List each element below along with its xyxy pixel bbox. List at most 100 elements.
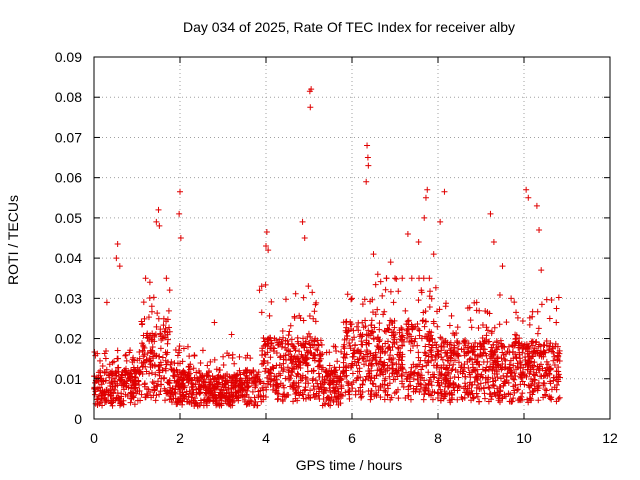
data-point	[526, 346, 533, 353]
data-point	[162, 349, 169, 356]
data-point	[232, 384, 239, 391]
data-point	[310, 368, 317, 375]
data-point	[168, 399, 175, 406]
data-point	[514, 314, 521, 321]
x-tick-label: 4	[262, 430, 270, 446]
data-point	[342, 389, 349, 396]
data-point-peak	[441, 188, 448, 195]
data-point	[551, 353, 558, 360]
data-point	[494, 374, 501, 381]
data-point	[484, 327, 491, 334]
data-point	[134, 357, 141, 364]
data-point	[143, 390, 150, 397]
data-point	[155, 315, 162, 322]
data-point	[395, 367, 402, 374]
data-point	[368, 367, 375, 374]
data-point	[367, 350, 374, 357]
data-point	[298, 353, 305, 360]
data-point	[273, 373, 280, 380]
data-point	[367, 377, 374, 384]
data-point	[304, 361, 311, 368]
data-point	[380, 371, 387, 378]
data-point	[268, 340, 275, 347]
data-point	[305, 330, 312, 337]
data-point	[438, 370, 445, 377]
data-point	[255, 369, 262, 376]
data-point	[370, 381, 377, 388]
data-point	[513, 366, 520, 373]
data-point	[167, 393, 174, 400]
data-point	[422, 333, 429, 340]
data-point-peak	[536, 226, 543, 233]
data-point	[149, 344, 156, 351]
data-point	[324, 394, 331, 401]
data-point	[133, 390, 140, 397]
y-tick-label: 0.02	[55, 331, 82, 347]
data-point	[407, 382, 414, 389]
data-point	[373, 354, 380, 361]
data-point	[461, 352, 468, 359]
data-point	[99, 362, 106, 369]
data-point	[282, 296, 289, 303]
data-point	[471, 351, 478, 358]
data-point	[366, 357, 373, 364]
data-point	[421, 349, 428, 356]
data-point	[363, 337, 370, 344]
x-tick-label: 12	[602, 430, 618, 446]
data-point	[507, 372, 514, 379]
data-point	[225, 401, 232, 408]
data-point-peak	[177, 235, 184, 241]
data-point-peak	[156, 222, 163, 229]
data-point	[212, 383, 219, 390]
data-point	[139, 371, 146, 378]
data-point	[333, 348, 340, 355]
data-point	[547, 366, 554, 373]
data-point-peak	[387, 259, 394, 266]
data-point	[171, 360, 178, 367]
data-point	[319, 402, 326, 409]
data-point	[481, 395, 488, 402]
data-point	[357, 331, 364, 338]
data-point	[513, 338, 520, 345]
data-point	[242, 354, 249, 361]
data-point	[151, 386, 158, 393]
data-point	[556, 394, 563, 401]
data-point	[519, 390, 526, 397]
data-point	[148, 369, 155, 376]
data-point	[374, 343, 381, 350]
data-point	[331, 375, 338, 382]
data-point	[453, 330, 460, 337]
data-point	[124, 393, 131, 400]
data-point	[555, 395, 562, 402]
data-point	[464, 358, 471, 365]
data-point	[428, 349, 435, 356]
data-point	[376, 336, 383, 343]
data-point	[546, 371, 553, 378]
data-point	[299, 375, 306, 382]
data-point	[415, 354, 422, 361]
data-point	[506, 364, 513, 371]
data-point	[505, 343, 512, 350]
data-point	[291, 315, 298, 322]
data-point	[475, 325, 482, 332]
data-point	[266, 337, 273, 344]
data-point	[193, 400, 200, 407]
data-point	[354, 368, 361, 375]
data-point	[458, 394, 465, 401]
data-point	[526, 321, 533, 328]
data-point	[200, 379, 207, 386]
data-point	[324, 372, 331, 379]
data-point	[543, 296, 550, 303]
data-point	[257, 378, 264, 385]
data-point	[163, 275, 170, 282]
data-point	[211, 356, 218, 363]
data-point	[442, 303, 449, 310]
data-point	[510, 343, 517, 350]
data-point	[346, 387, 353, 394]
data-point	[538, 351, 545, 358]
data-point	[510, 376, 517, 383]
data-point	[464, 385, 471, 392]
data-point	[286, 328, 293, 335]
data-point	[386, 373, 393, 380]
data-point	[542, 386, 549, 393]
